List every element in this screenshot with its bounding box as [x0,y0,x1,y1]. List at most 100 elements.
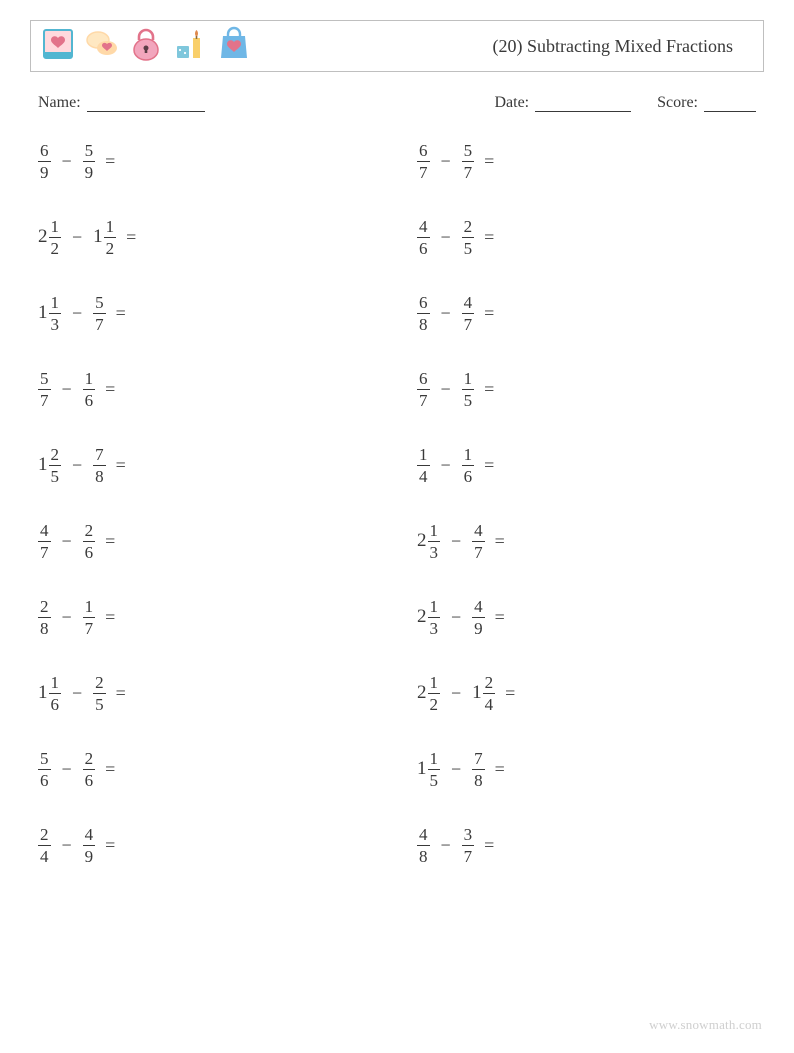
mixed-fraction: 78 [93,446,106,485]
equals-sign: = [112,455,126,476]
numerator: 6 [417,142,430,161]
denominator: 5 [428,769,441,789]
minus-operator: − [57,759,77,780]
numerator: 2 [49,446,62,465]
mixed-fraction: 26 [83,522,96,561]
problem: 47−26= [38,516,377,566]
numerator: 6 [417,294,430,313]
mixed-fraction: 49 [83,826,96,865]
fraction: 78 [93,446,106,485]
fraction: 15 [462,370,475,409]
mixed-fraction: 15 [462,370,475,409]
numerator: 3 [462,826,475,845]
fraction: 57 [38,370,51,409]
numerator: 4 [472,522,485,541]
denominator: 2 [49,237,62,257]
mixed-fraction: 25 [462,218,475,257]
numerator: 4 [83,826,96,845]
whole-part: 2 [417,606,428,628]
fraction: 16 [49,674,62,713]
problem: 14−16= [417,440,756,490]
numerator: 6 [38,142,51,161]
fraction: 69 [38,142,51,181]
whole-part: 2 [38,226,49,248]
denominator: 6 [83,541,96,561]
mixed-fraction: 68 [417,294,430,333]
name-blank[interactable] [87,94,205,112]
fraction: 67 [417,142,430,181]
denominator: 6 [417,237,430,257]
denominator: 7 [462,161,475,181]
denominator: 8 [38,617,51,637]
date-blank[interactable] [535,94,631,112]
denominator: 7 [83,617,96,637]
denominator: 6 [83,769,96,789]
fraction: 14 [417,446,430,485]
fraction: 13 [428,598,441,637]
fraction: 25 [93,674,106,713]
mixed-fraction: 78 [472,750,485,789]
fraction: 25 [49,446,62,485]
minus-operator: − [436,303,456,324]
denominator: 5 [49,465,62,485]
minus-operator: − [446,607,466,628]
numerator: 2 [38,826,51,845]
fraction: 28 [38,598,51,637]
icon-strip [41,26,251,67]
problem: 68−47= [417,288,756,338]
denominator: 3 [49,313,62,333]
equals-sign: = [112,303,126,324]
numerator: 1 [462,370,475,389]
numerator: 1 [83,370,96,389]
fraction: 12 [49,218,62,257]
denominator: 2 [428,693,441,713]
minus-operator: − [446,531,466,552]
fraction: 47 [462,294,475,333]
mixed-fraction: 212 [38,218,61,257]
minus-operator: − [57,379,77,400]
fraction: 13 [49,294,62,333]
numerator: 1 [428,674,441,693]
mixed-fraction: 57 [462,142,475,181]
numerator: 5 [462,142,475,161]
minus-operator: − [436,835,456,856]
numerator: 1 [428,598,441,617]
mixed-fraction: 14 [417,446,430,485]
whole-part: 1 [472,682,483,704]
score-blank[interactable] [704,94,756,112]
fraction: 17 [83,598,96,637]
whole-part: 2 [417,530,428,552]
equals-sign: = [101,379,115,400]
score-label: Score: [657,94,698,112]
mixed-fraction: 112 [93,218,116,257]
fraction: 37 [462,826,475,865]
equals-sign: = [480,151,494,172]
mixed-fraction: 28 [38,598,51,637]
numerator: 1 [428,522,441,541]
fraction: 12 [104,218,117,257]
minus-operator: − [57,607,77,628]
mixed-fraction: 213 [417,598,440,637]
numerator: 1 [83,598,96,617]
minus-operator: − [67,227,87,248]
mixed-fraction: 16 [83,370,96,409]
mixed-fraction: 24 [38,826,51,865]
numerator: 2 [83,522,96,541]
mixed-fraction: 213 [417,522,440,561]
fraction: 49 [83,826,96,865]
fraction: 16 [462,446,475,485]
fraction: 57 [462,142,475,181]
problem: 24−49= [38,820,377,870]
problem: 212−124= [417,668,756,718]
numerator: 7 [472,750,485,769]
candle-gift-icon [173,26,207,67]
mixed-fraction: 69 [38,142,51,181]
fraction: 13 [428,522,441,561]
denominator: 7 [93,313,106,333]
meta-row: Name: Date: Score: [38,94,756,112]
minus-operator: − [446,759,466,780]
equals-sign: = [112,683,126,704]
speech-heart-icon [85,26,119,67]
mixed-fraction: 59 [83,142,96,181]
fraction: 24 [483,674,496,713]
